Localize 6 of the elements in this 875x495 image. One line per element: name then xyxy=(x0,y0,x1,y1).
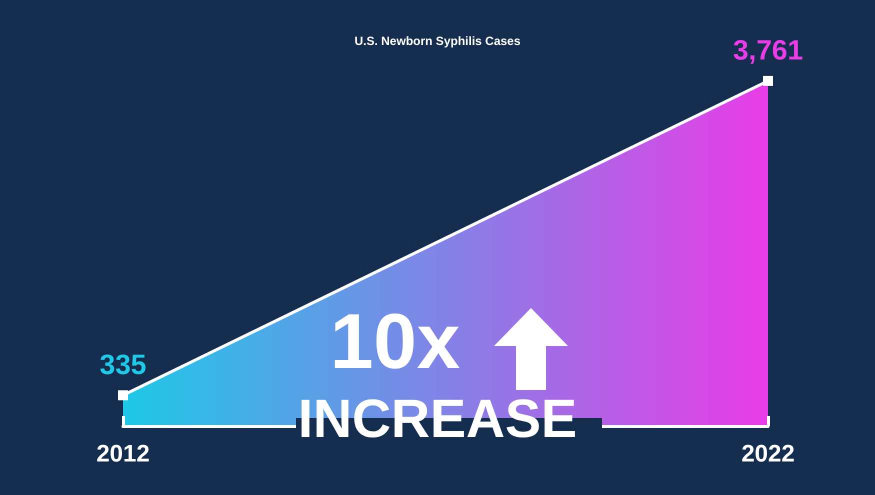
x-tick-label: 2012 xyxy=(96,440,150,468)
data-label: 3,761 xyxy=(732,34,804,66)
chart-title: U.S. Newborn Syphilis Cases xyxy=(354,34,521,48)
annotation: 10x xyxy=(330,297,460,385)
x-tick-label: 2022 xyxy=(741,440,795,468)
data-label: 335 xyxy=(100,348,146,380)
